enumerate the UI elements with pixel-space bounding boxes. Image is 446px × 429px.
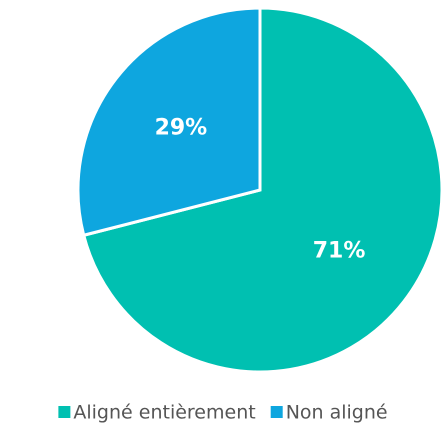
data-label: 29% (155, 116, 208, 141)
data-label: 71% (313, 238, 366, 263)
pie-slice (81, 6, 444, 374)
legend-label: Non aligné (286, 402, 388, 424)
legend-label: Aligné entièrement (73, 402, 255, 424)
pie-slice (76, 6, 262, 238)
legend-swatch (270, 406, 283, 418)
legend-swatch (58, 406, 71, 418)
